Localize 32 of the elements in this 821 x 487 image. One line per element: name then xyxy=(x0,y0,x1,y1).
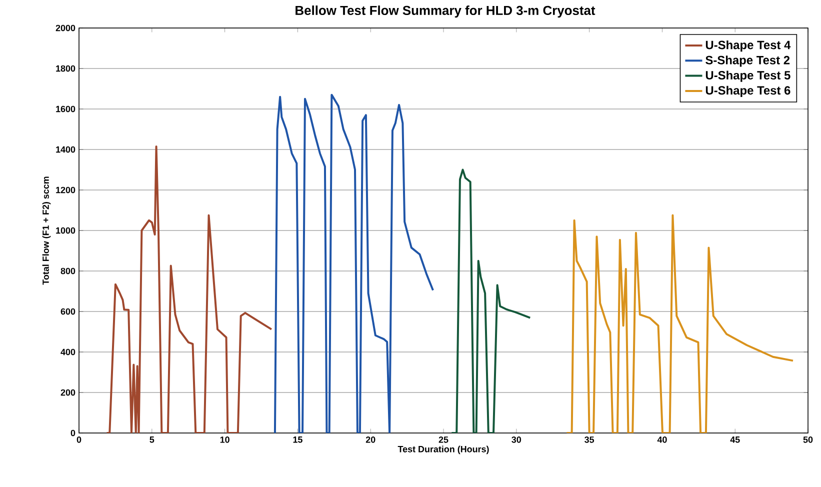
x-tick-label: 5 xyxy=(150,436,154,443)
line-series xyxy=(274,94,434,433)
y-tick-label: 0 xyxy=(70,430,76,436)
y-tick-label: 400 xyxy=(60,348,76,356)
x-tick-label: 50 xyxy=(803,436,813,443)
x-tick-label: 40 xyxy=(657,436,667,443)
y-tick-label: 1400 xyxy=(56,146,76,153)
y-tick-label: 800 xyxy=(60,268,76,274)
y-tick-label: 200 xyxy=(60,389,76,396)
y-tick-label: 1000 xyxy=(56,227,76,234)
y-tick-label: 2000 xyxy=(56,24,76,32)
line-series xyxy=(566,214,794,433)
y-tick-label: 1800 xyxy=(56,65,76,72)
y-tick-label: 600 xyxy=(60,308,76,315)
y-tick-label: 1200 xyxy=(56,186,76,194)
line-series xyxy=(450,168,532,433)
x-tick-label: 25 xyxy=(438,436,448,443)
x-tick-label: 45 xyxy=(730,436,740,443)
x-tick-label: 10 xyxy=(220,436,230,443)
legend-label: S-Shape Test 2 xyxy=(706,56,790,67)
legend-label: U-Shape Test 4 xyxy=(706,40,791,52)
chart-title: Bellow Test Flow Summary for HLD 3-m Cryostat xyxy=(296,6,596,18)
y-tick-label: 1600 xyxy=(56,106,76,112)
x-tick-label: 20 xyxy=(366,436,376,443)
y-axis-title: Total Flow (F1 + F2) sccm xyxy=(42,176,51,285)
legend-label: U-Shape Test 6 xyxy=(706,86,790,98)
legend-label: U-Shape Test 5 xyxy=(706,70,790,82)
x-axis-title: Test Duration (Hours) xyxy=(398,446,489,454)
x-tick-label: 30 xyxy=(512,436,522,443)
x-tick-label: 35 xyxy=(584,436,594,443)
x-tick-label: 15 xyxy=(293,436,302,443)
x-tick-label: 0 xyxy=(76,436,82,443)
